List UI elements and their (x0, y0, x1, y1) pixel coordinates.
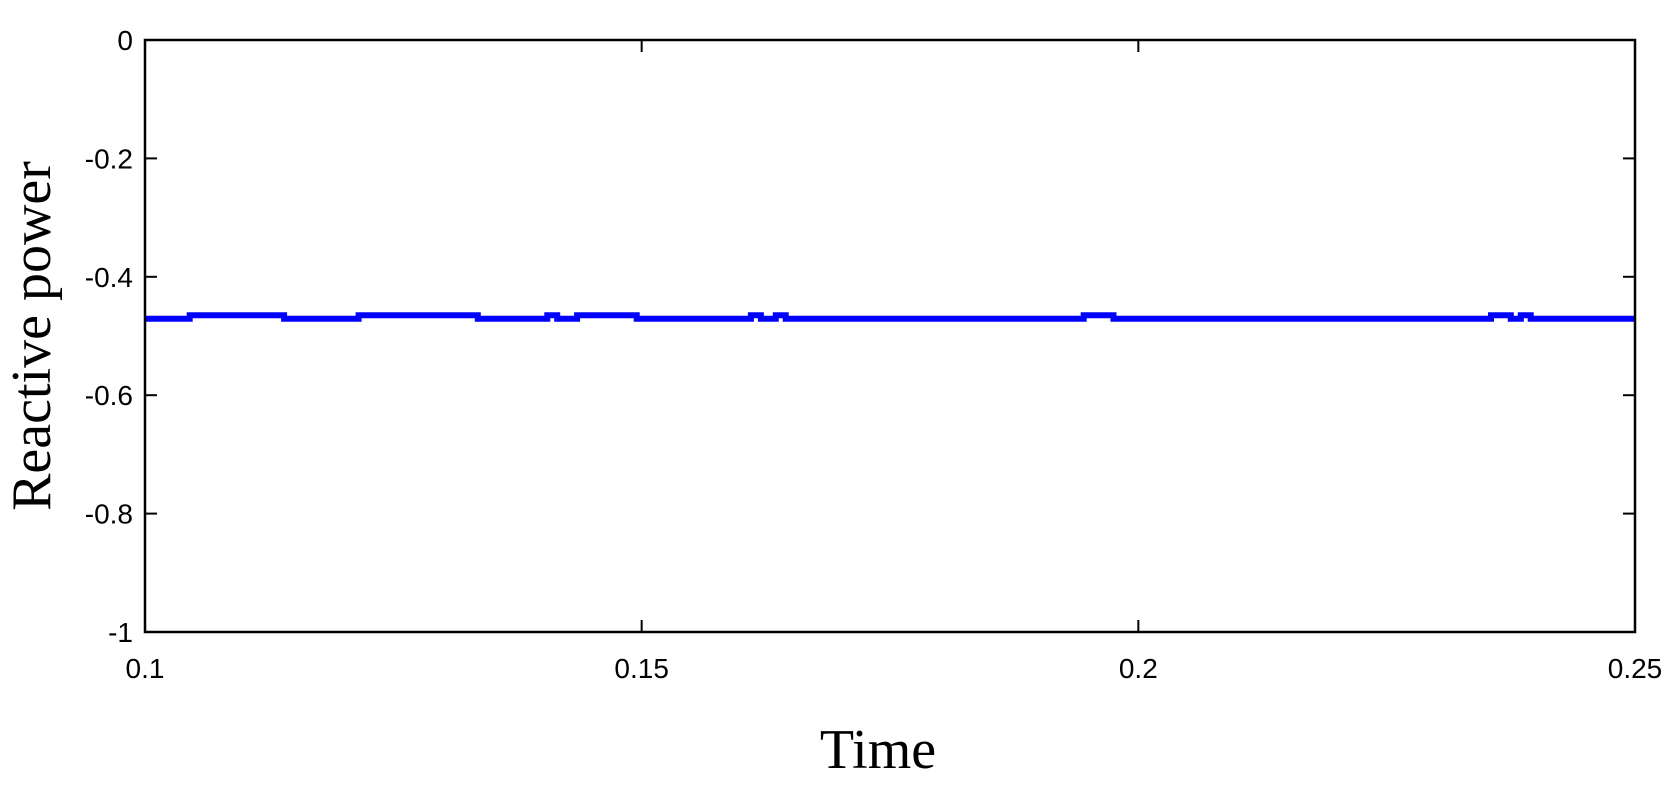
y-tick-label: -0.8 (85, 499, 133, 530)
y-tick-label: -1 (108, 617, 133, 648)
y-tick-label: 0 (117, 25, 133, 56)
y-axis-ticks: 0 -0.2 -0.4 -0.6 -0.8 -1 (85, 25, 1635, 648)
y-tick-label: -0.4 (85, 262, 133, 293)
x-tick-label: 0.2 (1119, 653, 1158, 684)
series-line-0 (145, 312, 1635, 322)
y-tick-label: -0.2 (85, 143, 133, 174)
x-axis-ticks: 0.1 0.15 0.2 0.25 (126, 40, 1663, 684)
plot-frame (143, 38, 1637, 634)
x-tick-label: 0.1 (126, 653, 165, 684)
x-tick-label: 0.25 (1608, 653, 1663, 684)
plot-area (143, 38, 1637, 634)
y-axis-label: Reactive power (1, 161, 63, 511)
x-tick-label: 0.15 (614, 653, 669, 684)
x-axis-label: Time (820, 719, 936, 781)
y-tick-label: -0.6 (85, 380, 133, 411)
